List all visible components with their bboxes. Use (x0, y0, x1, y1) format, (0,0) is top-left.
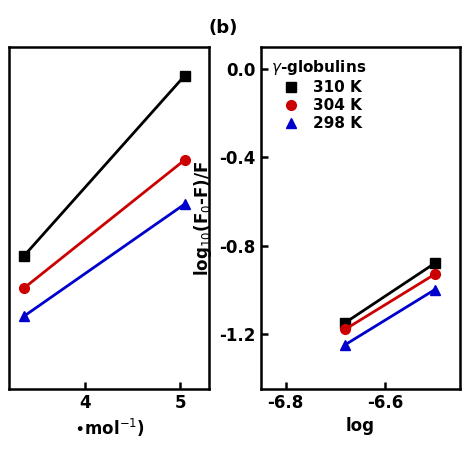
Y-axis label: log$_{10}$(F$_0$-F)/F: log$_{10}$(F$_0$-F)/F (192, 160, 214, 276)
Legend: 310 K, 304 K, 298 K: 310 K, 304 K, 298 K (268, 55, 370, 134)
X-axis label: log: log (346, 417, 375, 435)
X-axis label: $\bullet$mol$^{-1}$): $\bullet$mol$^{-1}$) (73, 417, 145, 439)
Text: (b): (b) (208, 19, 237, 37)
